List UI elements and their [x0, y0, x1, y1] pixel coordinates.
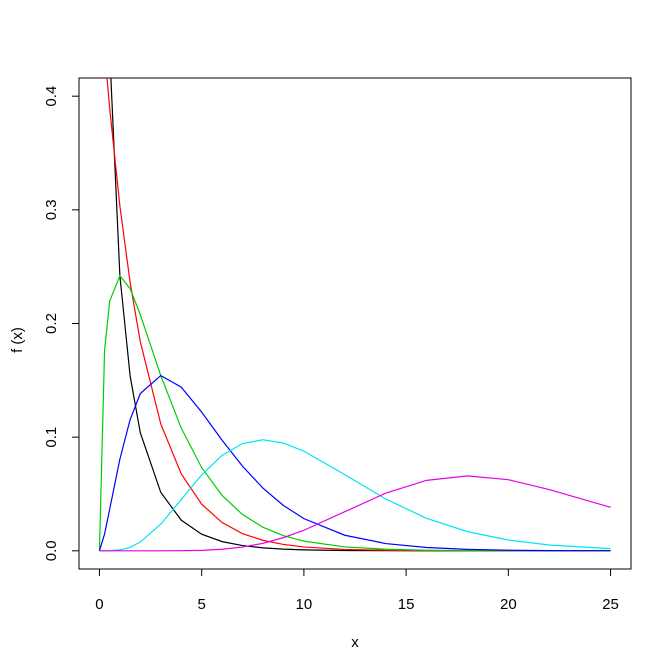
- series-line: [98, 274, 611, 552]
- series-line: [106, 78, 611, 552]
- plot-area: [98, 78, 611, 552]
- series-line: [99, 475, 611, 552]
- series-line: [110, 78, 611, 552]
- series-line: [98, 374, 611, 552]
- x-axis-label: x: [351, 634, 359, 651]
- x-tick-label: 10: [296, 596, 313, 613]
- y-tick-label: 0.4: [43, 86, 60, 107]
- x-tick-label: 15: [398, 596, 415, 613]
- x-tick-label: 20: [500, 596, 517, 613]
- plot-box: [78, 77, 632, 570]
- series-line: [99, 439, 611, 552]
- y-tick-label: 0.0: [43, 540, 60, 561]
- y-tick-label: 0.3: [43, 199, 60, 220]
- y-axis-label: f (x): [9, 327, 26, 353]
- y-tick-label: 0.1: [43, 427, 60, 448]
- x-tick-label: 5: [197, 596, 205, 613]
- y-tick-label: 0.2: [43, 313, 60, 334]
- x-tick-label: 25: [602, 596, 619, 613]
- x-tick-label: 0: [95, 596, 103, 613]
